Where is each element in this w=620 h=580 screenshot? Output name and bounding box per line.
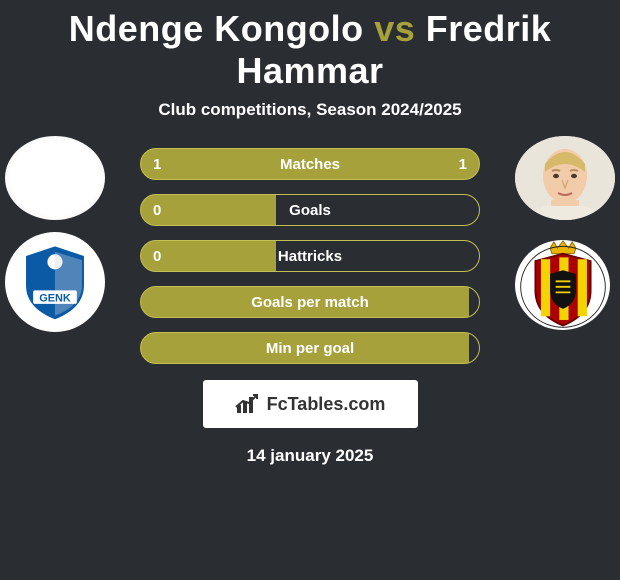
svg-text:GENK: GENK <box>39 292 71 304</box>
stat-label: Min per goal <box>266 340 354 357</box>
player1-photo <box>5 136 105 220</box>
stat-label: Hattricks <box>278 248 342 265</box>
stat-left-value: 0 <box>153 248 161 265</box>
genk-badge-icon: GENK <box>13 240 97 324</box>
brand-chart-icon <box>235 393 261 415</box>
competition-subtitle: Club competitions, Season 2024/2025 <box>0 100 620 120</box>
player2-column <box>515 136 615 330</box>
player1-name: Ndenge Kongolo <box>69 8 364 49</box>
stats-column: 1 Matches 1 0 Goals 0 Hattricks Goals pe… <box>140 148 480 364</box>
stat-right-value: 1 <box>459 156 467 173</box>
stat-bar-min-per-goal: Min per goal <box>140 332 480 364</box>
stat-bar-hattricks: 0 Hattricks <box>140 240 480 272</box>
snapshot-date: 14 january 2025 <box>10 446 610 466</box>
player2-face-icon <box>515 136 615 220</box>
player1-club-badge: GENK <box>5 232 105 332</box>
player2-photo <box>515 136 615 220</box>
brand-badge: FcTables.com <box>203 380 418 428</box>
brand-text: FcTables.com <box>267 394 386 415</box>
stat-label: Goals <box>289 202 331 219</box>
stat-bar-goals-per-match: Goals per match <box>140 286 480 318</box>
stat-left-value: 0 <box>153 202 161 219</box>
stat-bar-goals: 0 Goals <box>140 194 480 226</box>
stat-label: Matches <box>280 156 340 173</box>
vs-separator: vs <box>374 8 415 49</box>
stat-left-value: 1 <box>153 156 161 173</box>
comparison-body: GENK <box>0 148 620 466</box>
stat-label: Goals per match <box>251 294 369 311</box>
player1-column: GENK <box>5 136 105 332</box>
comparison-title: Ndenge Kongolo vs Fredrik Hammar <box>0 0 620 92</box>
player2-club-badge <box>515 240 610 330</box>
mechelen-badge-icon <box>517 240 609 330</box>
stat-bar-matches: 1 Matches 1 <box>140 148 480 180</box>
